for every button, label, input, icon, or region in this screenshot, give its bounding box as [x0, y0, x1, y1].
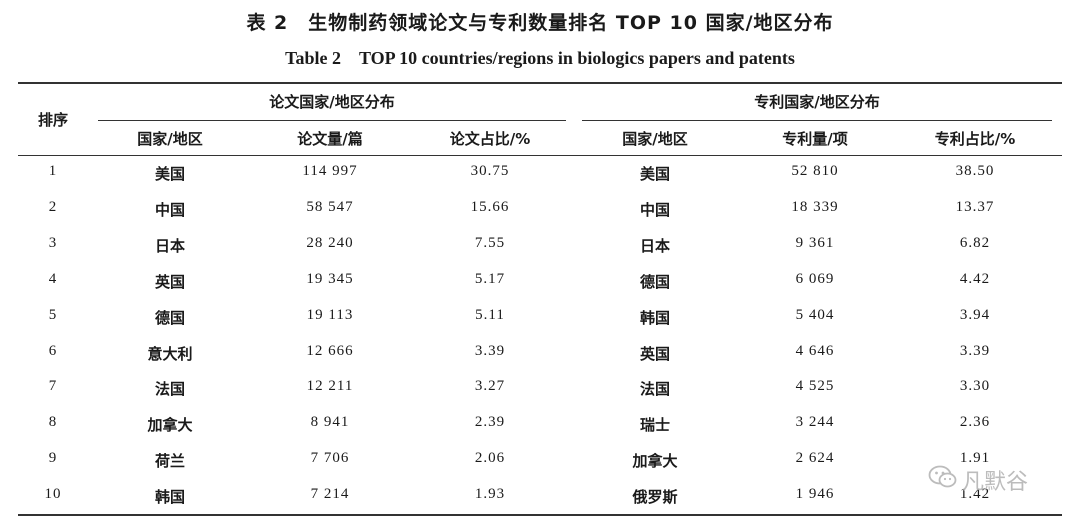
header-bottom-rule — [18, 155, 1062, 156]
patent-country-header: 国家/地区 — [622, 130, 688, 148]
rank-cell: 6 — [48, 343, 58, 359]
patent-country-cell: 英国 — [639, 345, 670, 363]
patent-group-rule — [582, 120, 1052, 121]
patent-country-cell: 法国 — [639, 380, 670, 398]
patent-count-header: 专利量/项 — [782, 130, 848, 148]
paper-count-cell: 8 941 — [310, 414, 350, 430]
patent-count-cell: 1 946 — [795, 486, 835, 502]
patent-count-cell: 6 069 — [795, 271, 835, 287]
paper-share-cell: 5.17 — [474, 271, 506, 287]
rank-cell: 7 — [48, 378, 58, 394]
patent-share-cell: 1.91 — [959, 450, 991, 466]
paper-country-cell: 德国 — [154, 309, 185, 327]
paper-count-cell: 114 997 — [302, 163, 358, 179]
paper-count-cell: 12 211 — [306, 378, 354, 394]
patent-share-cell: 6.82 — [959, 235, 991, 251]
rank-cell: 4 — [48, 271, 58, 287]
rank-header: 排序 — [37, 111, 68, 129]
paper-count-cell: 19 345 — [306, 271, 354, 287]
paper-share-cell: 2.39 — [474, 414, 506, 430]
paper-country-cell: 中国 — [154, 201, 185, 219]
patent-share-cell: 3.94 — [959, 307, 991, 323]
paper-share-cell: 5.11 — [475, 307, 505, 323]
paper-share-cell: 7.55 — [474, 235, 506, 251]
paper-share-cell: 15.66 — [470, 199, 510, 215]
patent-share-cell: 13.37 — [955, 199, 995, 215]
patent-share-cell: 3.39 — [959, 343, 991, 359]
patent-country-cell: 德国 — [639, 273, 670, 291]
rank-cell: 10 — [44, 486, 62, 502]
patent-share-cell: 38.50 — [955, 163, 995, 179]
paper-count-cell: 12 666 — [306, 343, 354, 359]
patent-country-cell: 加拿大 — [632, 452, 678, 470]
paper-count-cell: 58 547 — [306, 199, 354, 215]
patent-count-cell: 2 624 — [795, 450, 835, 466]
patent-country-cell: 美国 — [639, 165, 670, 183]
watermark: 凡默谷 — [928, 462, 1078, 495]
paper-share-cell: 2.06 — [474, 450, 506, 466]
paper-count-cell: 28 240 — [306, 235, 354, 251]
wechat-icon — [928, 465, 957, 488]
paper-group-rule — [98, 120, 566, 121]
paper-group-header: 论文国家/地区分布 — [269, 93, 395, 111]
patent-count-cell: 4 525 — [795, 378, 835, 394]
patent-country-cell: 俄罗斯 — [632, 488, 678, 506]
patent-share-cell: 3.30 — [959, 378, 991, 394]
rank-cell: 8 — [48, 414, 58, 430]
paper-count-header: 论文量/篇 — [297, 130, 363, 148]
rank-cell: 1 — [48, 163, 58, 179]
rank-cell: 5 — [48, 307, 58, 323]
rank-cell: 2 — [48, 199, 58, 215]
table-title-en: Table 2 TOP 10 countries/regions in biol… — [285, 48, 795, 68]
patent-count-cell: 9 361 — [795, 235, 835, 251]
paper-country-cell: 英国 — [154, 273, 185, 291]
patent-share-cell: 1.42 — [959, 486, 991, 502]
paper-country-cell: 法国 — [154, 380, 185, 398]
rank-cell: 9 — [48, 450, 58, 466]
patent-country-cell: 韩国 — [639, 309, 670, 327]
patent-country-cell: 日本 — [639, 237, 670, 255]
paper-share-cell: 1.93 — [474, 486, 506, 502]
patent-count-cell: 52 810 — [791, 163, 839, 179]
paper-count-cell: 7 214 — [310, 486, 350, 502]
patent-count-cell: 5 404 — [795, 307, 835, 323]
patent-count-cell: 18 339 — [791, 199, 839, 215]
rank-cell: 3 — [48, 235, 58, 251]
paper-country-cell: 荷兰 — [154, 452, 185, 470]
paper-country-cell: 意大利 — [147, 345, 193, 363]
table-title-cn: 表 2 生物制药领域论文与专利数量排名 TOP 10 国家/地区分布 — [246, 12, 834, 34]
top-rule — [18, 82, 1062, 84]
paper-country-cell: 日本 — [154, 237, 185, 255]
paper-count-cell: 7 706 — [310, 450, 350, 466]
patent-share-header: 专利占比/% — [934, 130, 1016, 148]
paper-share-cell: 3.39 — [474, 343, 506, 359]
patent-share-cell: 4.42 — [959, 271, 991, 287]
patent-country-cell: 中国 — [639, 201, 670, 219]
patent-count-cell: 4 646 — [795, 343, 835, 359]
patent-count-cell: 3 244 — [795, 414, 835, 430]
paper-share-cell: 30.75 — [470, 163, 510, 179]
paper-share-header: 论文占比/% — [449, 130, 531, 148]
paper-share-cell: 3.27 — [474, 378, 506, 394]
paper-count-cell: 19 113 — [306, 307, 354, 323]
patent-group-header: 专利国家/地区分布 — [754, 93, 880, 111]
patent-country-cell: 瑞士 — [639, 416, 670, 434]
paper-country-cell: 美国 — [154, 165, 185, 183]
watermark-text: 凡默谷 — [962, 470, 1029, 495]
paper-country-header: 国家/地区 — [137, 130, 203, 148]
paper-country-cell: 韩国 — [154, 488, 185, 506]
bottom-rule — [18, 514, 1062, 516]
patent-share-cell: 2.36 — [959, 414, 991, 430]
paper-country-cell: 加拿大 — [147, 416, 193, 434]
